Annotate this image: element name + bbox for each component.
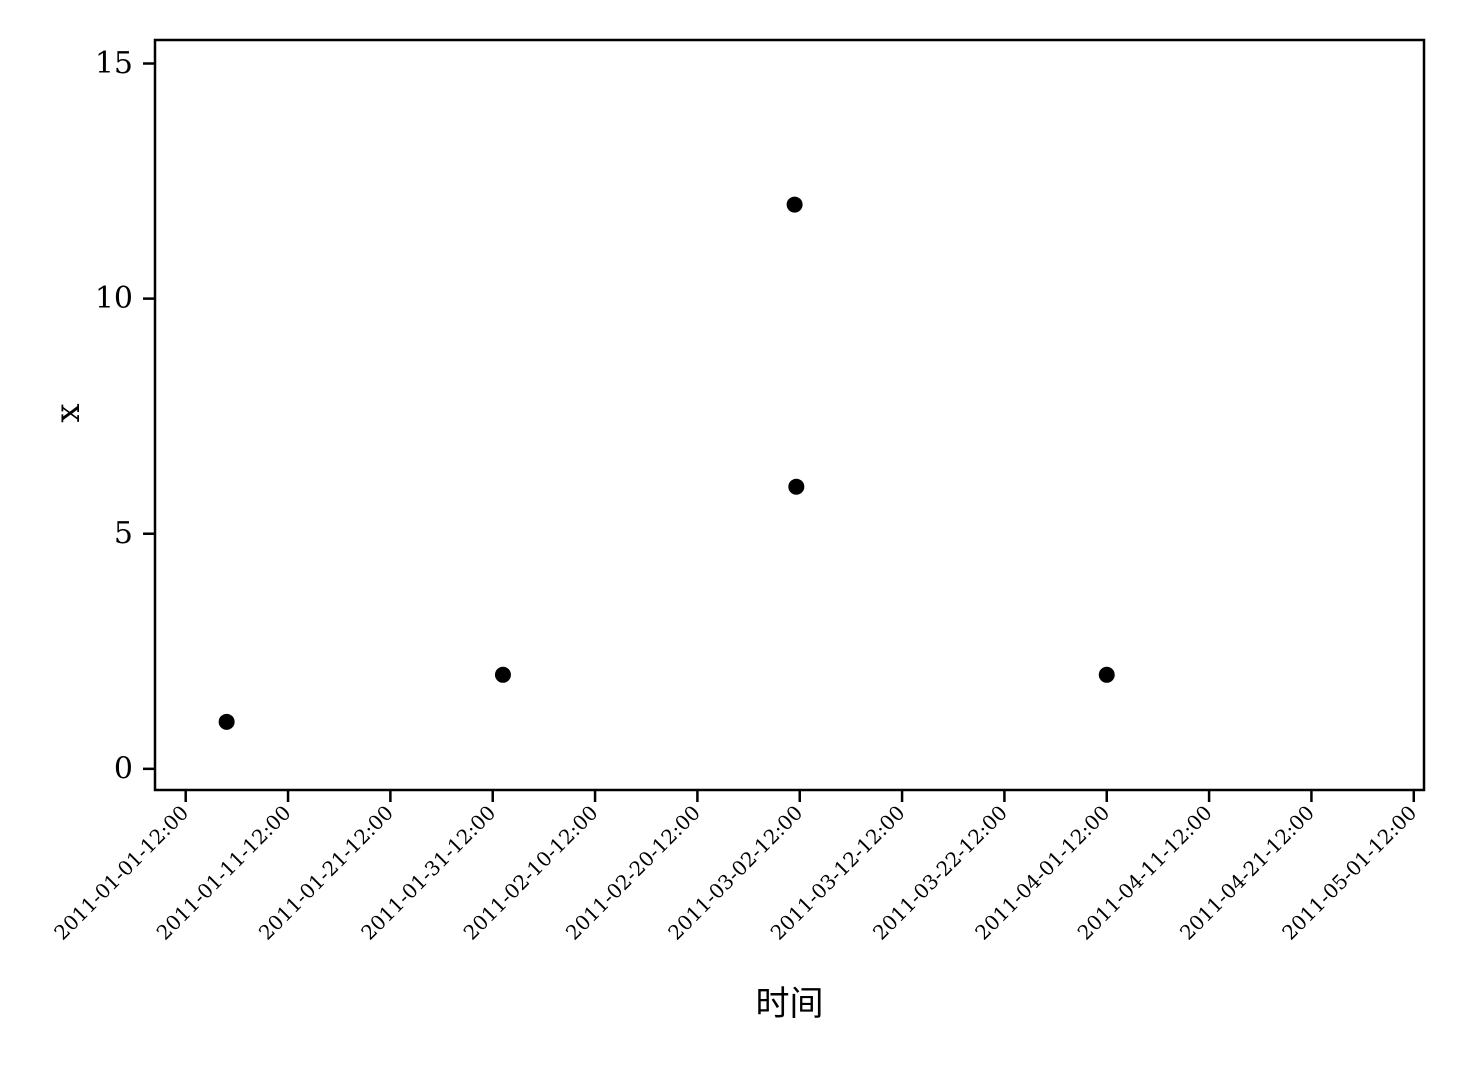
data-point: [786, 196, 803, 213]
x-axis-title: 时间: [756, 984, 824, 1024]
y-tick-label: 15: [95, 46, 133, 81]
data-point: [788, 478, 805, 495]
plot-frame: [153, 38, 1426, 792]
data-point: [1098, 666, 1115, 683]
y-tick-label: 5: [114, 516, 133, 551]
data-point: [218, 713, 235, 730]
y-tick-label: 10: [95, 281, 133, 316]
data-point: [494, 666, 511, 683]
y-tick-label: 0: [114, 751, 133, 786]
y-axis-title: x: [48, 403, 88, 422]
